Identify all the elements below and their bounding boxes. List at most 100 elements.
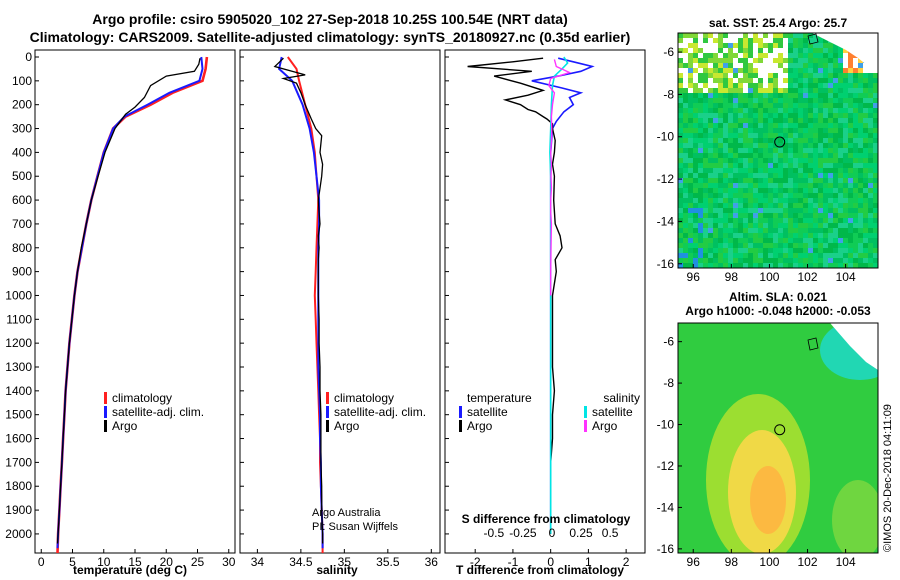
sst-cell bbox=[718, 248, 723, 253]
sst-cell bbox=[768, 198, 773, 203]
sst-cell bbox=[838, 238, 843, 243]
depth-tick-label: 700 bbox=[12, 217, 32, 231]
sst-cell bbox=[808, 53, 813, 58]
sst-cell bbox=[748, 48, 753, 53]
sst-cell bbox=[743, 138, 748, 143]
sst-cell bbox=[838, 48, 843, 53]
sst-cell bbox=[763, 118, 768, 123]
sst-cell bbox=[863, 168, 868, 173]
sst-cell bbox=[763, 108, 768, 113]
sst-cell bbox=[853, 243, 858, 248]
sst-cell bbox=[873, 188, 878, 193]
sst-cell bbox=[788, 88, 793, 93]
sst-cell bbox=[708, 63, 713, 68]
sst-cell bbox=[808, 88, 813, 93]
sst-cell bbox=[873, 118, 878, 123]
sst-cell bbox=[793, 193, 798, 198]
sst-cell bbox=[793, 228, 798, 233]
sst-cell bbox=[798, 153, 803, 158]
sst-cell bbox=[743, 98, 748, 103]
sst-cell bbox=[858, 203, 863, 208]
sst-cell bbox=[718, 53, 723, 58]
sst-cell bbox=[683, 233, 688, 238]
sst-cell bbox=[768, 213, 773, 218]
sst-cell bbox=[833, 228, 838, 233]
sst-cell bbox=[768, 88, 773, 93]
sst-cell bbox=[833, 93, 838, 98]
sst-cell bbox=[863, 158, 868, 163]
sst-cell bbox=[853, 253, 858, 258]
sst-cell bbox=[678, 93, 683, 98]
sst-cell bbox=[833, 123, 838, 128]
sst-cell bbox=[818, 173, 823, 178]
sst-cell bbox=[848, 138, 853, 143]
sst-cell bbox=[868, 188, 873, 193]
sst-cell bbox=[768, 153, 773, 158]
sst-cell bbox=[718, 263, 723, 268]
sst-cell bbox=[683, 168, 688, 173]
sst-cell bbox=[828, 218, 833, 223]
sst-cell bbox=[813, 173, 818, 178]
sst-cell bbox=[728, 103, 733, 108]
sst-cell bbox=[693, 193, 698, 198]
sst-cell bbox=[808, 253, 813, 258]
sst-cell bbox=[718, 153, 723, 158]
sst-cell bbox=[828, 173, 833, 178]
sst-cell bbox=[853, 208, 858, 213]
legend-label-sat-s: satellite-adj. clim. bbox=[334, 405, 426, 419]
sst-cell bbox=[698, 43, 703, 48]
sst-cell bbox=[788, 193, 793, 198]
sst-cell bbox=[778, 173, 783, 178]
sst-cell bbox=[743, 33, 748, 38]
sst-cell bbox=[798, 103, 803, 108]
sst-cell bbox=[718, 83, 723, 88]
sst-cell bbox=[678, 223, 683, 228]
sst-cell bbox=[693, 63, 698, 68]
sst-cell bbox=[768, 128, 773, 133]
sst-cell bbox=[728, 78, 733, 83]
sst-cell bbox=[693, 158, 698, 163]
sst-cell bbox=[713, 68, 718, 73]
sst-cell bbox=[693, 83, 698, 88]
sst-cell bbox=[858, 233, 863, 238]
sst-cell bbox=[733, 43, 738, 48]
sst-cell bbox=[723, 203, 728, 208]
sst-cell bbox=[803, 218, 808, 223]
sst-cell bbox=[813, 43, 818, 48]
sst-cell bbox=[833, 263, 838, 268]
sst-cell bbox=[778, 203, 783, 208]
sst-cell bbox=[698, 248, 703, 253]
sst-cell bbox=[768, 73, 773, 78]
sst-cell bbox=[778, 78, 783, 83]
sst-cell bbox=[708, 163, 713, 168]
sst-cell bbox=[723, 118, 728, 123]
sst-cell bbox=[788, 203, 793, 208]
sst-cell bbox=[873, 173, 878, 178]
sst-cell bbox=[748, 133, 753, 138]
sst-cell bbox=[873, 108, 878, 113]
sst-cell bbox=[813, 203, 818, 208]
sst-cell bbox=[843, 58, 848, 63]
sst-cell bbox=[823, 213, 828, 218]
sst-cell bbox=[723, 263, 728, 268]
sst-cell bbox=[713, 173, 718, 178]
sst-lat-tick-label: -6 bbox=[663, 45, 674, 59]
temperature-axes bbox=[34, 49, 236, 554]
sst-cell bbox=[748, 198, 753, 203]
legend-swatch-clim bbox=[104, 392, 107, 404]
sst-cell bbox=[763, 103, 768, 108]
sst-cell bbox=[803, 213, 808, 218]
sst-cell bbox=[683, 183, 688, 188]
sst-cell bbox=[708, 118, 713, 123]
sst-cell bbox=[818, 253, 823, 258]
sst-cell bbox=[713, 78, 718, 83]
sst-cell bbox=[873, 253, 878, 258]
sst-cell bbox=[703, 58, 708, 63]
sst-cell bbox=[773, 58, 778, 63]
sst-cell bbox=[678, 213, 683, 218]
sst-cell bbox=[683, 223, 688, 228]
sst-cell bbox=[838, 218, 843, 223]
sst-cell bbox=[748, 143, 753, 148]
sst-cell bbox=[858, 83, 863, 88]
sst-cell bbox=[863, 208, 868, 213]
